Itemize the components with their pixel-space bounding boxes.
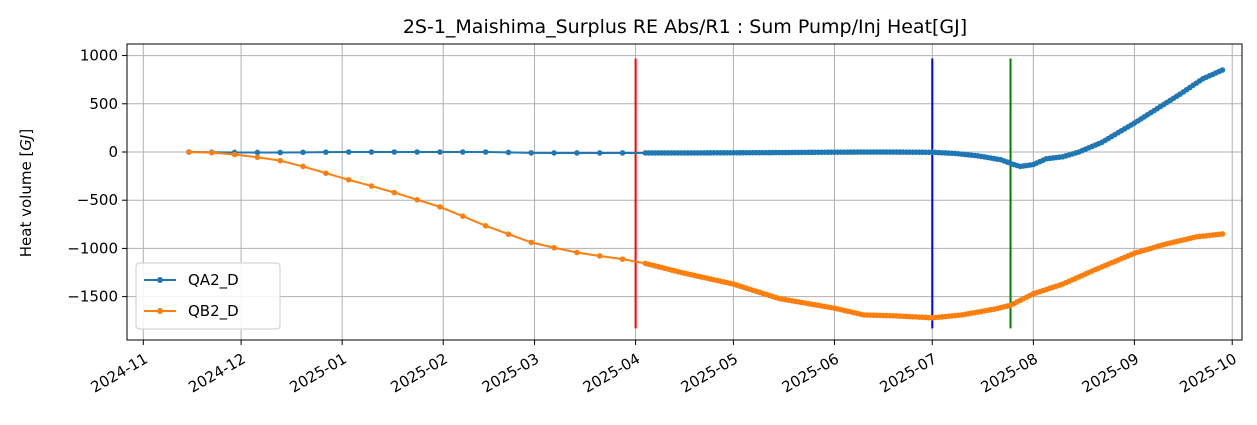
x-tick-label: 2025-05	[678, 350, 741, 397]
x-tick-label: 2025-04	[580, 350, 643, 397]
data-point	[505, 149, 512, 156]
data-point	[437, 149, 443, 155]
data-point	[277, 157, 284, 164]
data-point	[551, 150, 557, 156]
data-point	[619, 256, 626, 262]
data-point	[596, 253, 603, 259]
data-point	[345, 177, 352, 183]
data-point	[460, 213, 466, 219]
data-point	[528, 150, 535, 156]
x-tick-label: 2025-07	[877, 350, 940, 397]
data-point	[208, 149, 215, 156]
chart-title: 2S-1_Maishima_Surplus RE Abs/R1 : Sum Pu…	[403, 16, 967, 38]
y-axis-label: Heat volume [GJ]	[17, 129, 35, 257]
y-axis-label-close: ]	[17, 129, 35, 135]
data-point	[574, 249, 580, 256]
y-axis-ticks: 1000 500 0 −500 −1000 −1500	[67, 47, 127, 306]
y-tick-label: 500	[89, 95, 118, 113]
y-tick-label: −1000	[67, 239, 118, 257]
data-point	[574, 150, 580, 156]
data-point	[391, 189, 398, 196]
data-point	[528, 239, 535, 246]
x-axis-ticks: 2024-11 2024-12 2025-01 2025-02 2025-03 2025-…	[88, 340, 1240, 397]
y-tick-label: −1500	[67, 288, 118, 306]
x-tick-label: 2025-01	[286, 350, 349, 397]
data-point	[1219, 67, 1226, 73]
x-tick-label: 2025-10	[1177, 350, 1240, 397]
x-tick-label: 2025-06	[779, 350, 842, 397]
data-point	[460, 149, 466, 155]
data-point	[391, 149, 398, 155]
x-tick-label: 2025-02	[388, 350, 451, 397]
data-point	[551, 244, 557, 251]
x-tick-label: 2024-11	[88, 350, 151, 397]
data-point	[368, 183, 375, 189]
data-point	[254, 149, 261, 156]
data-point	[619, 150, 626, 156]
data-point	[437, 204, 443, 210]
series-line	[188, 150, 1223, 319]
data-point	[414, 149, 420, 155]
x-tick-label: 2025-08	[978, 350, 1041, 397]
data-point	[231, 151, 238, 158]
data-point	[300, 163, 306, 170]
data-point	[277, 149, 284, 156]
data-point	[345, 149, 352, 155]
x-tick-label: 2024-12	[185, 350, 248, 397]
x-tick-label: 2025-09	[1079, 350, 1142, 397]
legend-label-qb2: QB2_D	[188, 302, 239, 321]
data-point	[414, 196, 420, 203]
data-point	[368, 149, 375, 155]
y-tick-label: 0	[108, 143, 118, 161]
data-point	[596, 150, 603, 156]
data-point	[505, 231, 512, 238]
data-point	[186, 149, 192, 155]
series-QB2_D	[186, 149, 1226, 321]
data-point	[482, 223, 489, 229]
x-tick-label: 2025-03	[479, 350, 542, 397]
legend-marker-qb2	[157, 308, 163, 314]
y-axis-label-unit: GJ	[17, 135, 35, 151]
plot-frame	[126, 43, 1243, 341]
data-point	[323, 149, 329, 155]
y-tick-label: −500	[77, 191, 118, 209]
series-layer	[186, 67, 1226, 321]
legend: QA2_D QB2_D	[135, 262, 281, 330]
marker-lines	[634, 58, 1012, 329]
y-tick-label: 1000	[80, 47, 118, 65]
data-point	[482, 149, 489, 155]
legend-label-qa2: QA2_D	[188, 271, 239, 290]
grid	[127, 44, 1242, 340]
y-axis-label-text: Heat volume [	[17, 151, 35, 258]
data-point	[1219, 231, 1226, 237]
data-point	[300, 149, 306, 156]
data-point	[254, 154, 261, 161]
legend-marker-qa2	[157, 277, 163, 283]
data-point	[323, 170, 329, 176]
